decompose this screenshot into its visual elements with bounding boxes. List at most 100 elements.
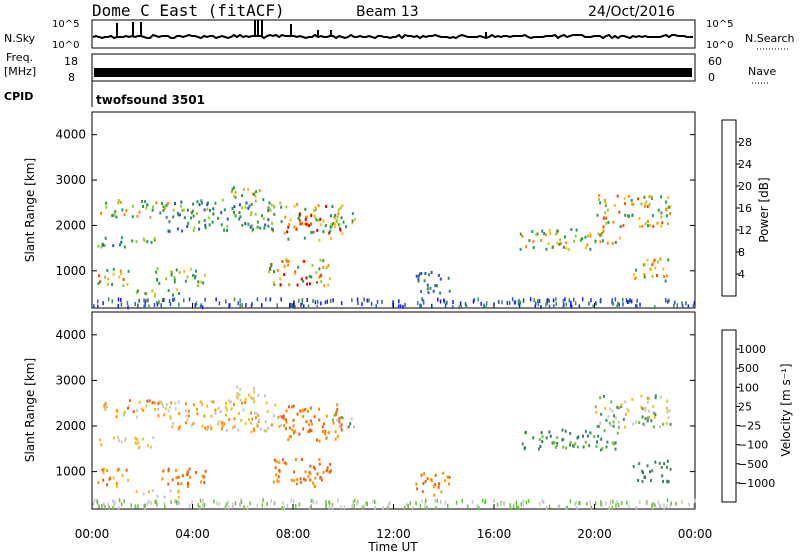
range-cell [155,270,158,274]
ground-scatter-cell [578,501,580,506]
range-cell [151,401,154,405]
range-cell [626,407,629,411]
range-cell [624,400,627,404]
ground-scatter-cell [127,305,129,310]
range-cell [163,495,166,499]
range-cell [263,226,266,230]
range-cell [549,434,552,438]
ground-scatter-cell [146,502,149,506]
ground-scatter-cell [96,499,98,504]
range-cell [297,216,300,220]
range-cell [536,232,539,236]
ground-scatter-cell [493,498,495,503]
range-cell [103,467,106,471]
range-cell [415,482,418,486]
range-cell [210,400,213,404]
range-cell [131,215,134,219]
ground-scatter-cell [610,499,612,504]
range-cell [619,225,622,229]
noise-sky-line [92,33,693,40]
range-cell [555,443,558,447]
range-cell [292,404,295,408]
ground-scatter-cell [307,304,310,309]
ground-scatter-cell [409,501,411,506]
ground-scatter-cell [574,301,577,306]
ground-scatter-cell [234,501,237,506]
ground-scatter-cell [447,503,449,508]
range-cell [300,277,303,281]
ground-scatter-cell [117,303,119,308]
range-cell [659,257,662,261]
range-cell [153,236,156,240]
range-cell [434,284,437,288]
range-cell [333,413,336,417]
range-cell [256,424,259,428]
freq-tick-top: 18 [64,55,78,68]
ground-scatter-cell [325,500,327,504]
ground-scatter-cell [303,304,305,309]
range-cell [320,280,323,283]
ground-scatter-cell [617,301,619,306]
ground-scatter-cell [635,505,638,510]
range-cell [599,201,602,205]
ground-scatter-cell [538,299,541,304]
ground-scatter-cell [480,301,482,306]
range-cell [299,477,302,481]
range-cell [118,439,121,443]
range-cell [236,396,239,400]
range-cell [188,414,190,418]
ground-scatter-cell [522,502,525,507]
range-cell [164,407,167,411]
ground-scatter-cell [435,505,437,510]
range-cell [669,212,672,215]
ground-scatter-cell [579,501,581,506]
ground-scatter-cell [496,502,499,507]
noise-tick-top-right: 10^5 [706,19,733,30]
range-cell [99,280,102,284]
range-cell [198,203,201,207]
ground-scatter-cell [673,303,675,308]
range-cell [236,385,239,389]
range-cell [424,480,427,483]
range-cell [186,485,189,488]
range-cell [203,481,206,484]
range-cell [643,273,646,276]
range-cell [341,232,344,236]
range-cell [120,272,122,276]
ground-scatter-cell [392,300,394,305]
range-cell [652,260,655,264]
nave-tick-top: 60 [708,55,722,68]
ground-scatter-cell [374,505,376,510]
range-cell [665,421,668,425]
range-cell [102,243,105,247]
range-cell [197,280,200,284]
range-cell [177,475,180,479]
range-cell [225,413,227,417]
range-cell [589,247,592,251]
range-cell [105,205,108,209]
range-cell [564,429,567,433]
ground-scatter-cell [374,500,376,505]
range-cell [324,429,327,433]
range-cell [613,203,616,207]
range-cell [294,270,297,274]
range-cell [632,422,635,426]
range-cell [571,444,574,448]
range-cell [226,428,228,432]
range-cell [274,403,277,407]
range-cell [288,283,291,287]
velocity-data-layer [92,385,697,511]
ground-scatter-cell [243,505,245,510]
ground-scatter-cell [261,503,264,508]
range-cell [233,186,235,190]
range-cell [430,478,433,482]
ground-scatter-cell [537,302,540,307]
range-cell [649,470,651,474]
range-cell [170,270,173,273]
range-cell [244,205,247,209]
range-cell [270,262,273,266]
range-cell [596,440,598,444]
ground-scatter-cell [320,301,322,306]
range-cell [106,405,108,409]
range-cell [318,275,321,279]
